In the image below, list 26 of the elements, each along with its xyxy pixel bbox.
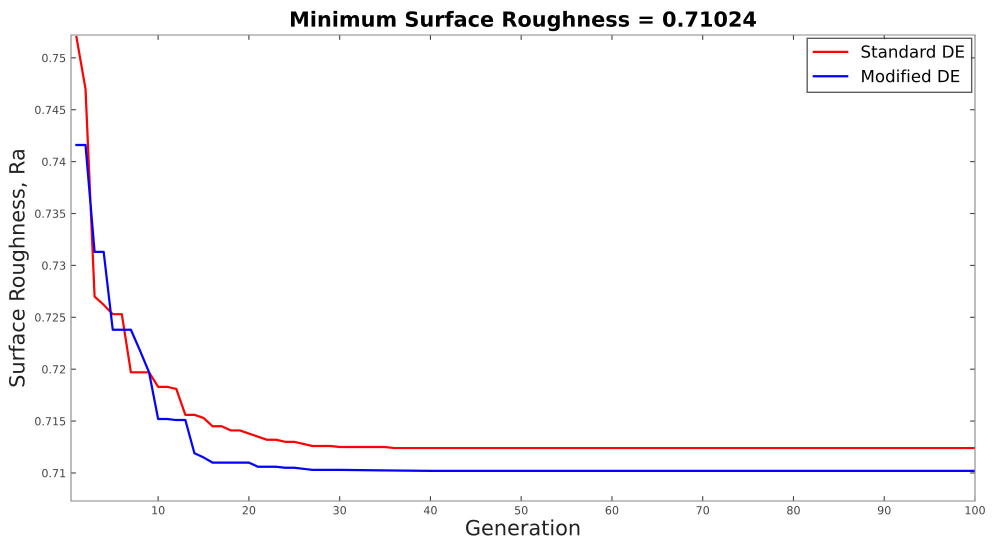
y-tick-label: 0.73 [42, 261, 66, 270]
x-tick-label: 30 [333, 506, 346, 514]
line-series [75, 36, 975, 450]
x-tick-label: 20 [242, 506, 256, 514]
y-axis-title: Surface Roughness, Ra [8, 150, 29, 386]
x-tick-label: 90 [878, 506, 891, 514]
legend-label: Standard DE [862, 45, 964, 58]
x-tick-label: 10 [152, 506, 164, 514]
line-series [75, 144, 975, 472]
x-tick-label: 40 [424, 506, 437, 514]
x-axis-title: Generation [466, 519, 580, 536]
y-tick-label: 0.74 [42, 158, 66, 166]
y-tick-label: 0.72 [42, 365, 66, 374]
x-tick-label: 70 [696, 506, 710, 514]
y-tick-label: 0.745 [35, 106, 66, 114]
y-tick-label: 0.725 [35, 313, 66, 322]
y-tick-label: 0.735 [35, 209, 66, 218]
chart-title: Minimum Surface Roughness = 0.71024 [290, 10, 756, 32]
x-tick-label: 100 [966, 506, 985, 514]
y-tick-label: 0.715 [35, 417, 66, 426]
y-tick-label: 0.75 [42, 54, 66, 62]
legend-label: Modified DE [862, 69, 960, 82]
x-tick-label: 60 [606, 506, 618, 514]
x-tick-label: 80 [787, 506, 800, 514]
x-tick-label: 50 [514, 506, 528, 514]
y-tick-label: 0.71 [42, 468, 66, 478]
